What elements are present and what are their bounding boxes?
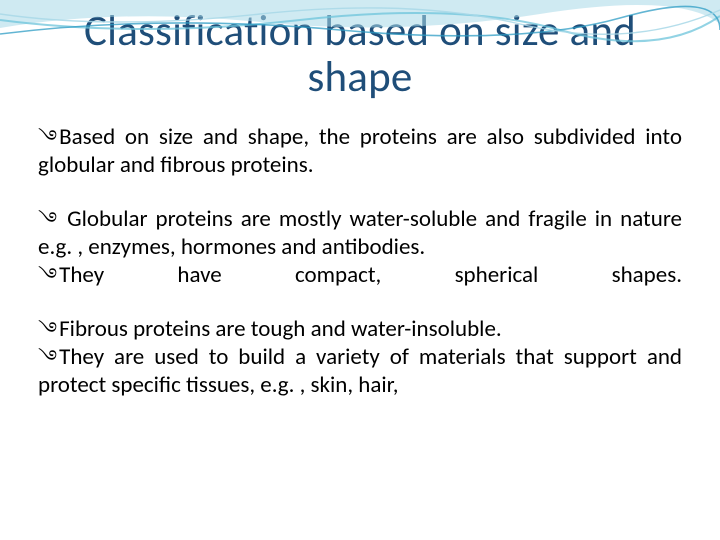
bullet-icon: ࿓ bbox=[38, 208, 57, 232]
slide-content: Classification based on size and shape ࿓… bbox=[0, 0, 720, 540]
bullet-icon: ࿓ bbox=[38, 346, 57, 370]
bullet-group-3: ࿓Fibrous proteins are tough and water-in… bbox=[38, 315, 682, 399]
body-text: ࿓Based on size and shape, the proteins a… bbox=[38, 123, 682, 399]
bullet-text: They have compact, spherical shapes. bbox=[59, 261, 682, 289]
slide-title: Classification based on size and shape bbox=[38, 8, 682, 101]
bullet-icon: ࿓ bbox=[38, 126, 57, 150]
bullet-icon: ࿓ bbox=[38, 318, 57, 342]
bullet-text: Fibrous proteins are tough and water-ins… bbox=[59, 315, 502, 343]
bullet-group-2: ࿓ Globular proteins are mostly water-sol… bbox=[38, 205, 682, 289]
bullet-group-1: ࿓Based on size and shape, the proteins a… bbox=[38, 123, 682, 179]
bullet-text: They are used to build a variety of mate… bbox=[38, 343, 682, 399]
bullet-text: Globular proteins are mostly water-solub… bbox=[38, 205, 682, 261]
bullet-text: Based on size and shape, the proteins ar… bbox=[38, 123, 682, 179]
bullet-icon: ࿓ bbox=[38, 264, 57, 288]
